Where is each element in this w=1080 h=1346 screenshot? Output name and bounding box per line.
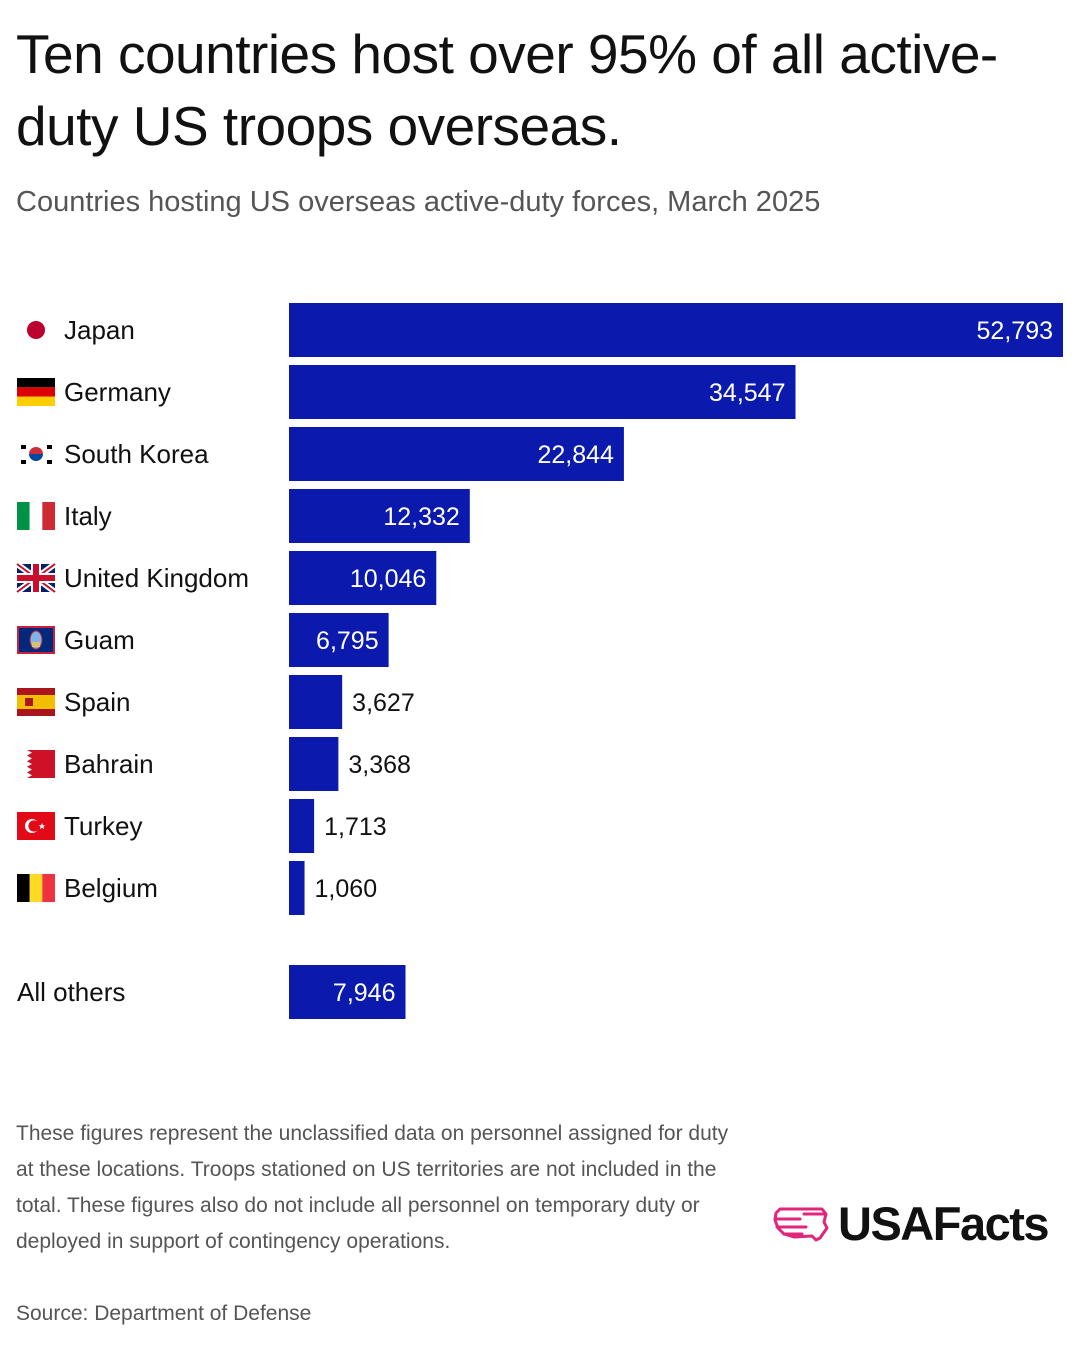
source-note: Source: Department of Defense [16,1302,312,1325]
chart-title: Ten countries host over 95% of all activ… [16,23,998,157]
italy-flag-icon [17,502,55,530]
category-label-all-others: All others [17,977,125,1007]
bar-bahrain [289,737,339,791]
south-korea-flag-icon [17,440,55,468]
germany-flag-icon [17,378,55,406]
category-label-united-kingdom: United Kingdom [64,563,249,593]
brand-name: USAFacts [838,1197,1050,1250]
japan-flag-icon [27,321,45,339]
footnote: These figures represent the unclassified… [16,1122,729,1253]
value-label-germany: 34,547 [709,379,785,407]
bar-south-korea [289,427,624,481]
category-label-guam: Guam [64,625,135,655]
bar-italy [289,489,470,543]
bahrain-flag-icon [17,750,55,778]
usa-map-icon [773,1207,829,1242]
bar-japan [289,303,1063,357]
category-label-south-korea: South Korea [64,439,209,469]
bar-united-kingdom [289,551,437,605]
usafacts-logo: USAFacts [772,1196,1072,1252]
bar-turkey [289,799,315,853]
category-label-japan: Japan [64,315,135,345]
bar-belgium [289,861,305,915]
category-label-belgium: Belgium [64,873,158,903]
value-label-south-korea: 22,844 [537,441,614,469]
category-label-turkey: Turkey [64,811,143,841]
value-label-all-others: 7,946 [333,979,396,1007]
chart-subtitle: Countries hosting US overseas active-dut… [16,186,821,218]
bar-germany [289,365,796,419]
value-label-united-kingdom: 10,046 [350,565,426,593]
belgium-flag-icon [17,874,55,902]
category-label-bahrain: Bahrain [64,749,154,779]
value-label-belgium: 1,060 [315,875,378,903]
value-label-turkey: 1,713 [324,813,387,841]
category-label-italy: Italy [64,501,112,531]
spain-flag-icon [17,688,55,716]
bar-chart: Japan 52,793 Germany 34,547 South Korea 22,84… [15,303,1063,1019]
value-label-japan: 52,793 [977,317,1053,345]
category-label-spain: Spain [64,687,131,717]
value-label-spain: 3,627 [352,689,415,717]
bar-all-others [289,965,406,1019]
united-kingdom-flag-icon [15,561,57,595]
category-label-germany: Germany [64,377,171,407]
value-label-guam: 6,795 [316,627,379,655]
bar-spain [289,675,343,729]
value-label-italy: 12,332 [383,503,459,531]
value-label-bahrain: 3,368 [348,751,411,779]
bar-guam [289,613,389,667]
turkey-flag-icon [17,812,55,840]
guam-flag-icon [17,626,55,654]
